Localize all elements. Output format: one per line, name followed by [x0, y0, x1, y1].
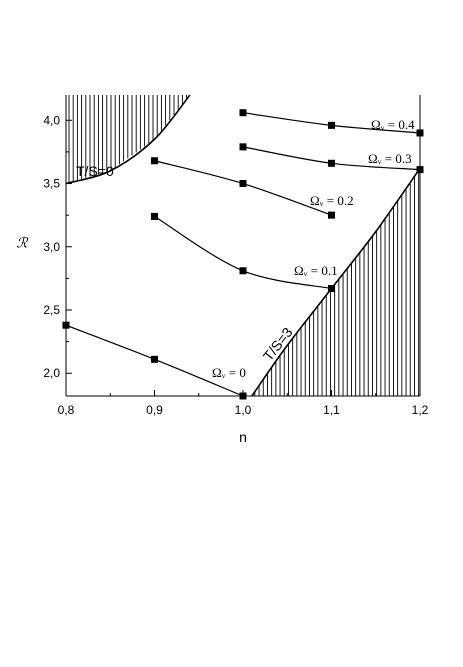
y-tick-label: 2,0: [43, 366, 60, 380]
y-axis-label: ℛ: [16, 235, 28, 251]
series-label-2: Ωᵥ = 0.2: [310, 193, 354, 208]
region-label-ts0: T/S=0: [76, 163, 114, 179]
x-tick-label: 1,2: [412, 403, 429, 417]
x-axis-label: n: [239, 429, 247, 445]
data-point: [239, 267, 247, 275]
data-point: [151, 355, 158, 363]
data-point: [328, 121, 335, 129]
y-tick-label: 3,5: [43, 177, 60, 191]
data-point: [239, 180, 247, 188]
series-line-2: [154, 160, 332, 216]
axes: 0,8 0,9 1,0 1,1 1,2 2,0 2,5 3,0 3,5 4,0 n ℛ: [16, 95, 429, 445]
y-tick-label: 2,5: [43, 303, 60, 317]
series-label-0: Ωᵥ = 0: [212, 365, 246, 380]
data-point: [328, 211, 335, 219]
data-point: [239, 143, 247, 151]
x-tick-label: 0,9: [146, 403, 163, 417]
y-tick-label: 4,0: [43, 113, 60, 127]
boundary-ts0-curve: [66, 95, 191, 185]
data-point: [328, 285, 335, 292]
data-point: [151, 157, 158, 165]
data-point: [239, 109, 247, 117]
data-point: [151, 212, 158, 220]
x-tick-label: 0,8: [58, 403, 75, 417]
hatched-regions: [68, 95, 420, 396]
data-point: [328, 159, 335, 167]
x-tick-label: 1,1: [323, 403, 340, 417]
series-label-1: Ωᵥ = 0.1: [294, 263, 338, 278]
y-tick-label: 3,0: [43, 240, 60, 254]
series-label-3: Ωᵥ = 0.3: [368, 151, 412, 166]
series-label-4: Ωᵥ = 0.4: [371, 117, 415, 132]
x-tick-label: 1,0: [235, 403, 252, 417]
